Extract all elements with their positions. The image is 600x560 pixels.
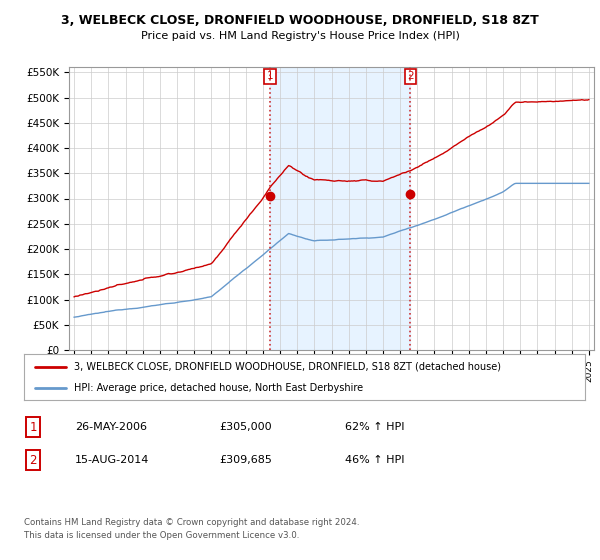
Text: HPI: Average price, detached house, North East Derbyshire: HPI: Average price, detached house, Nort…	[74, 382, 364, 393]
Text: 15-AUG-2014: 15-AUG-2014	[75, 455, 149, 465]
Text: 1: 1	[29, 421, 37, 434]
Text: 3, WELBECK CLOSE, DRONFIELD WOODHOUSE, DRONFIELD, S18 8ZT: 3, WELBECK CLOSE, DRONFIELD WOODHOUSE, D…	[61, 14, 539, 27]
Text: 46% ↑ HPI: 46% ↑ HPI	[345, 455, 404, 465]
Text: 2: 2	[407, 72, 414, 81]
Text: 26-MAY-2006: 26-MAY-2006	[75, 422, 147, 432]
Text: £309,685: £309,685	[219, 455, 272, 465]
Text: 62% ↑ HPI: 62% ↑ HPI	[345, 422, 404, 432]
Text: 1: 1	[266, 72, 273, 81]
Text: Contains HM Land Registry data © Crown copyright and database right 2024.
This d: Contains HM Land Registry data © Crown c…	[24, 518, 359, 539]
Text: £305,000: £305,000	[219, 422, 272, 432]
Text: Price paid vs. HM Land Registry's House Price Index (HPI): Price paid vs. HM Land Registry's House …	[140, 31, 460, 41]
Text: 3, WELBECK CLOSE, DRONFIELD WOODHOUSE, DRONFIELD, S18 8ZT (detached house): 3, WELBECK CLOSE, DRONFIELD WOODHOUSE, D…	[74, 362, 502, 372]
Text: 2: 2	[29, 454, 37, 467]
Bar	[270, 67, 410, 350]
